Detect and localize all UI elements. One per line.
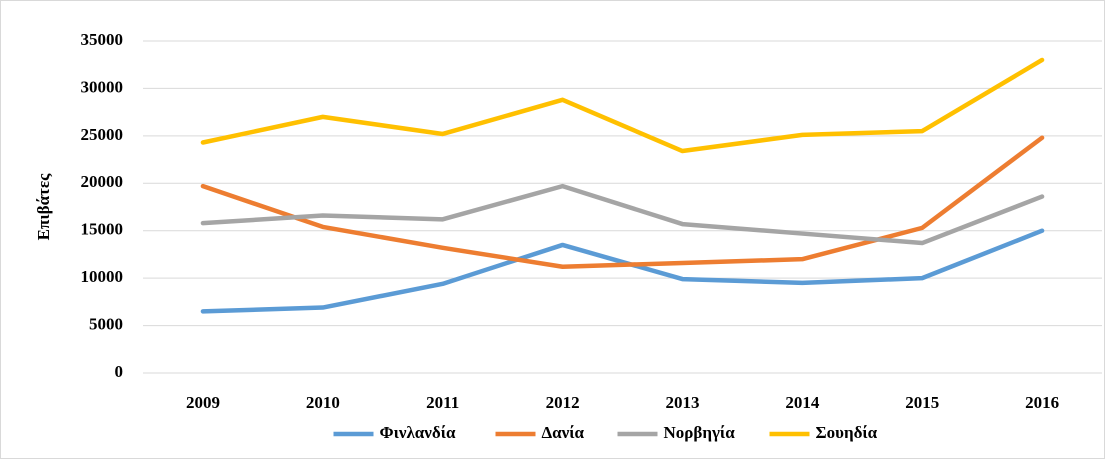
line-series <box>200 228 1045 314</box>
y-tick-label: 30000 <box>81 77 124 96</box>
x-tick-label: 2016 <box>1025 393 1059 412</box>
x-tick-label: 2010 <box>306 393 340 412</box>
legend-label: Φινλανδία <box>380 423 456 442</box>
y-tick-label: 5000 <box>89 314 123 333</box>
y-tick-label: 20000 <box>81 172 124 191</box>
x-tick-label: 2009 <box>186 393 220 412</box>
x-tick-label: 2015 <box>905 393 939 412</box>
legend-label: Σουηδία <box>816 423 878 442</box>
y-tick-label: 0 <box>115 362 124 381</box>
y-tick-label: 10000 <box>81 267 124 286</box>
x-tick-label: 2011 <box>426 393 459 412</box>
legend-label: Νορβηγία <box>664 423 736 442</box>
x-tick-label: 2014 <box>785 393 820 412</box>
y-axis-title: Επιβάτες <box>34 173 53 240</box>
y-tick-label: 15000 <box>81 220 124 239</box>
x-tick-label: 2013 <box>665 393 699 412</box>
line-series <box>200 135 1045 270</box>
y-tick-label: 25000 <box>81 125 124 144</box>
legend-label: Δανία <box>542 423 585 442</box>
y-tick-label: 35000 <box>81 30 124 49</box>
x-tick-label: 2012 <box>546 393 580 412</box>
line-series <box>200 183 1045 246</box>
line-series <box>200 57 1045 154</box>
